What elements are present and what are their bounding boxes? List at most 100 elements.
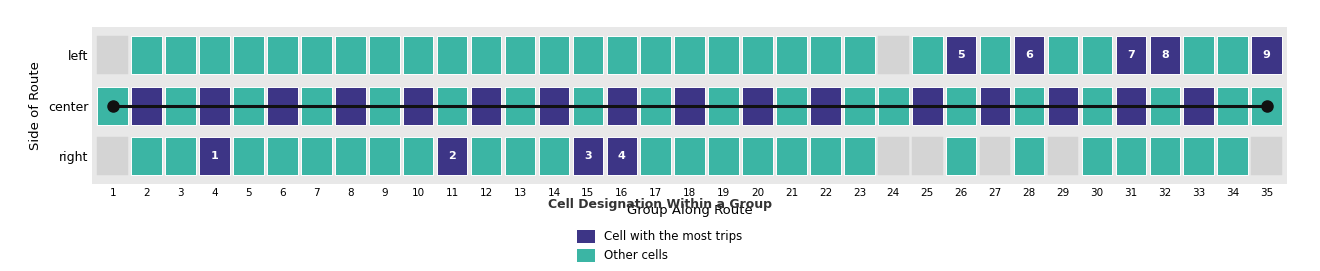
Bar [98,87,128,125]
Bar [843,137,875,175]
Bar [267,87,298,125]
Bar [267,36,298,74]
Bar [1115,137,1146,175]
Bar [1217,87,1247,125]
Bar [1251,137,1282,175]
Bar [370,87,400,125]
Bar [709,36,739,74]
Bar [471,137,502,175]
X-axis label: Group Along Route: Group Along Route [627,204,752,217]
Bar [539,137,569,175]
Text: 6: 6 [1026,50,1034,60]
Bar [607,137,638,175]
Bar [539,87,569,125]
Text: 8: 8 [1162,50,1168,60]
Bar [471,36,502,74]
Bar [1115,36,1146,74]
Bar [165,87,195,125]
Bar [1048,36,1078,74]
Bar [132,137,162,175]
Bar [301,137,331,175]
Bar [709,87,739,125]
Bar [742,137,772,175]
Bar [1048,137,1078,175]
Text: 5: 5 [957,50,965,60]
Text: 1: 1 [211,151,218,162]
Bar [471,87,502,125]
Bar [640,137,671,175]
Text: 4: 4 [618,151,626,162]
Bar [1048,87,1078,125]
Y-axis label: Side of Route: Side of Route [29,61,42,150]
Bar [1251,36,1282,74]
Bar [267,137,298,175]
Bar [878,87,908,125]
Bar [675,36,705,74]
Bar [607,36,638,74]
Bar [843,87,875,125]
Bar [776,87,807,125]
Bar [165,36,195,74]
Bar [370,137,400,175]
Bar [234,137,264,175]
Bar [742,36,772,74]
Bar [946,137,977,175]
Bar [504,87,536,125]
Bar [640,87,671,125]
Bar [709,137,739,175]
Bar [504,137,536,175]
Bar [132,87,162,125]
Bar [437,137,467,175]
Bar [335,36,366,74]
Bar [199,137,230,175]
Bar [370,36,400,74]
Bar [1014,36,1044,74]
Bar [1081,87,1113,125]
Bar [165,137,195,175]
Bar [98,36,128,74]
Bar [810,36,841,74]
Bar [979,87,1010,125]
Bar [199,87,230,125]
Bar [675,87,705,125]
Bar [539,36,569,74]
Bar [1184,36,1214,74]
Bar [843,36,875,74]
Bar [437,87,467,125]
Bar [979,137,1010,175]
Bar [878,36,908,74]
Bar [912,137,942,175]
Bar [403,137,433,175]
Bar [1150,87,1180,125]
Bar [1115,87,1146,125]
Text: 7: 7 [1127,50,1135,60]
Bar [742,87,772,125]
Bar [1150,137,1180,175]
Bar [437,36,467,74]
Bar [810,137,841,175]
Bar [403,87,433,125]
Bar [573,137,603,175]
Bar [912,87,942,125]
Bar [1184,137,1214,175]
Bar [810,87,841,125]
Legend: Cell with the most trips, Other cells: Cell with the most trips, Other cells [577,230,743,262]
Bar [504,36,536,74]
Bar [1150,36,1180,74]
Bar [607,87,638,125]
Bar [234,36,264,74]
Bar [640,36,671,74]
Text: 9: 9 [1263,50,1271,60]
Text: 2: 2 [449,151,455,162]
Bar [776,36,807,74]
Bar [979,36,1010,74]
Bar [573,87,603,125]
Bar [776,137,807,175]
Bar [1014,137,1044,175]
Bar [1014,87,1044,125]
Text: 3: 3 [583,151,591,162]
Bar [1217,36,1247,74]
Text: Cell Designation Within a Group: Cell Designation Within a Group [548,198,772,211]
Bar [675,137,705,175]
Bar [335,137,366,175]
